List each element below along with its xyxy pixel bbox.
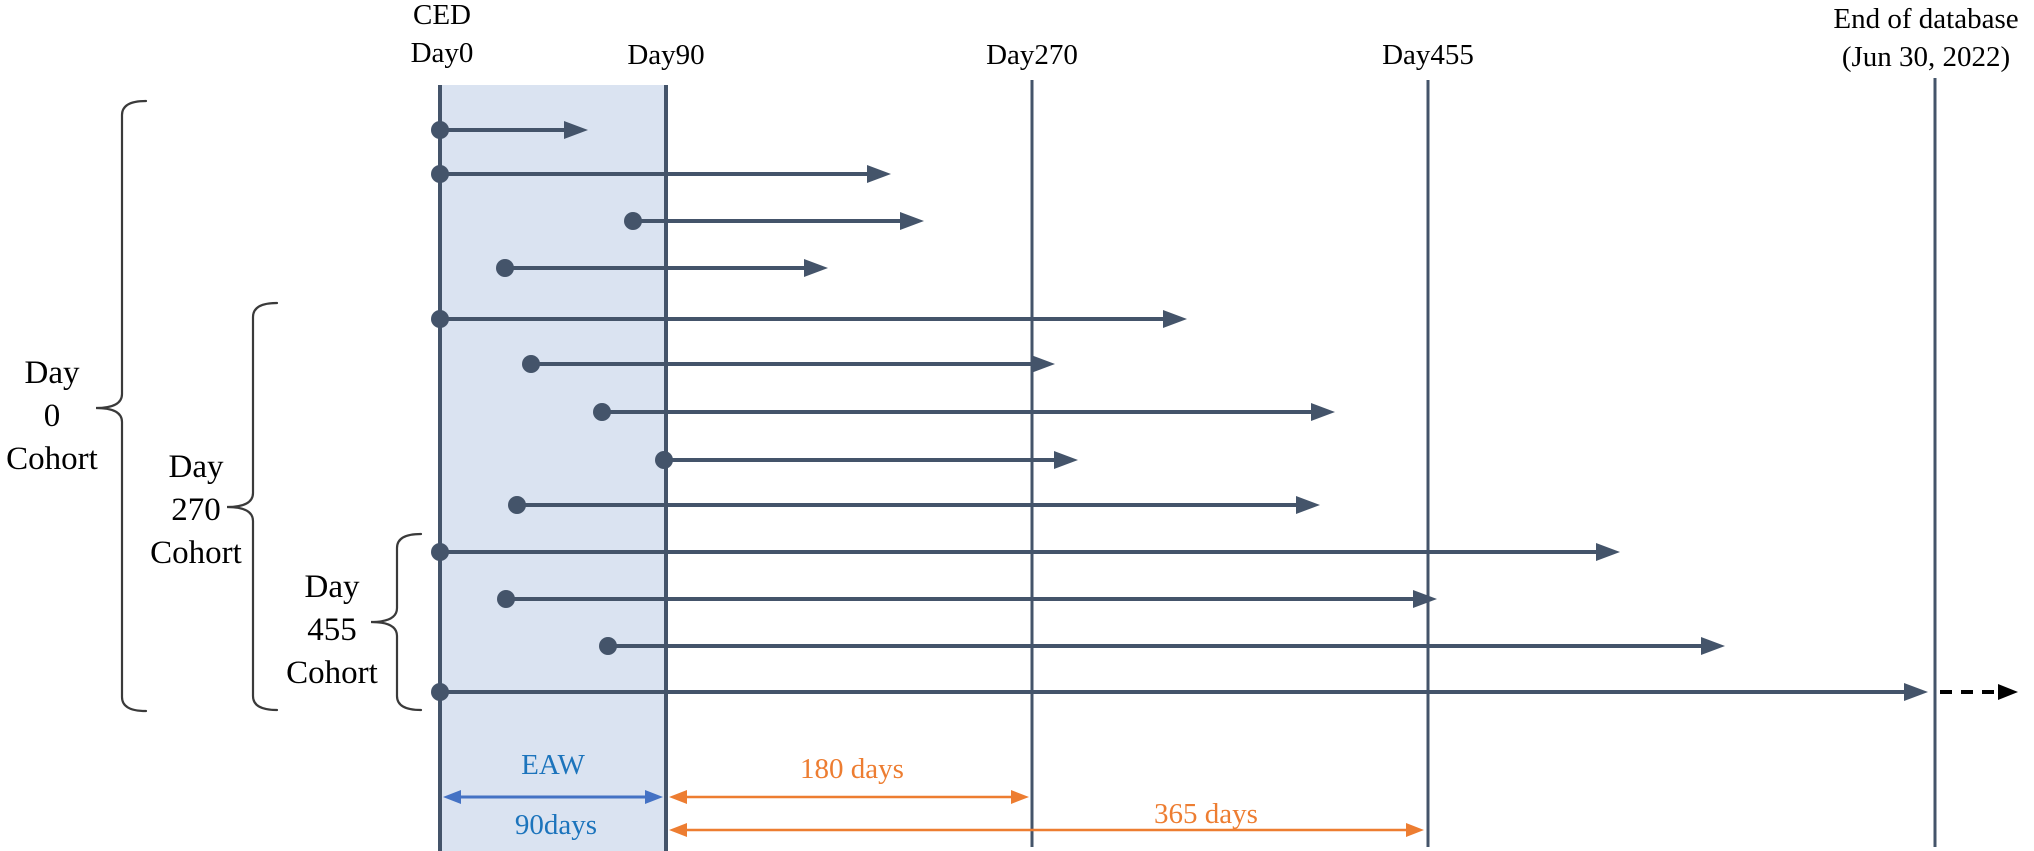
end-label-line2: (Jun 30, 2022) [1841,41,2011,73]
window-arrowhead-right-eaw [645,790,663,804]
window-arrowhead-left-eaw [443,790,461,804]
ced-label-line2: Day0 [410,37,474,69]
censoring-dashed-arrowhead [1998,684,2018,700]
window-arrowhead-right-w180 [1011,790,1029,804]
axis-label-day270: Day270 [986,39,1078,71]
patient-arrowhead-7 [1311,403,1335,421]
cohort-day455-line3: Cohort [286,655,378,691]
cohort-brace-day0 [95,99,148,713]
patient-start-dot-12 [599,637,617,655]
cohort-day270-line2: 270 [171,492,221,528]
window-180-days-label: 180 days [800,753,904,785]
patient-arrowhead-13 [1904,683,1928,701]
patient-start-dot-6 [522,355,540,373]
eaw-band [440,85,666,851]
ced-label-line1: CED [412,0,471,31]
patient-arrowhead-5 [1163,310,1187,328]
patient-start-dot-11 [497,590,515,608]
axis-label-day455: Day455 [1382,39,1474,71]
cohort-day270-line1: Day [168,449,224,485]
patient-arrowhead-12 [1701,637,1725,655]
patient-start-dot-3 [624,212,642,230]
patient-start-dot-1 [431,121,449,139]
axis-label-day90: Day90 [627,39,705,71]
patient-arrowhead-4 [804,259,828,277]
patient-arrowhead-10 [1596,543,1620,561]
cohort-label-day455: Day 455 Cohort [286,566,378,695]
patient-start-dot-8 [655,451,673,469]
cohort-day455-line1: Day [304,569,360,605]
window-arrowhead-right-w365 [1406,823,1424,837]
cohort-brace-day455 [370,532,423,712]
patient-arrowhead-2 [867,165,891,183]
patient-arrowhead-3 [900,212,924,230]
axis-label-ced-day0: CED Day0 [411,0,474,72]
cohort-label-day270: Day 270 Cohort [150,446,242,575]
patient-arrowhead-1 [564,121,588,139]
window-arrowhead-left-w365 [669,823,687,837]
patient-start-dot-7 [593,403,611,421]
eaw-duration-label: 90days [514,809,598,841]
window-arrowhead-left-w180 [669,790,687,804]
patient-start-dot-9 [508,496,526,514]
cohort-day270-line3: Cohort [150,535,242,571]
patient-arrowhead-6 [1031,355,1055,373]
patient-arrowhead-8 [1054,451,1078,469]
patient-arrowhead-11 [1413,590,1437,608]
axis-label-end-of-database: End of database (Jun 30, 2022) [1833,0,2018,76]
cohort-label-day0: Day 0 Cohort [6,352,98,481]
cohort-brace-day270 [226,301,279,712]
window-365-days-label: 365 days [1154,798,1258,830]
patient-start-dot-4 [496,259,514,277]
cohort-day0-line1: Day [24,355,80,391]
patient-start-dot-5 [431,310,449,328]
cohort-day0-line2: 0 [43,398,61,434]
cohort-day455-line2: 455 [307,612,357,648]
patient-arrowhead-9 [1296,496,1320,514]
patient-start-dot-10 [431,543,449,561]
end-label-line1: End of database [1833,3,2019,35]
eaw-window-label: EAW [521,749,585,781]
patient-start-dot-13 [431,683,449,701]
cohort-day0-line3: Cohort [6,441,98,477]
patient-start-dot-2 [431,165,449,183]
